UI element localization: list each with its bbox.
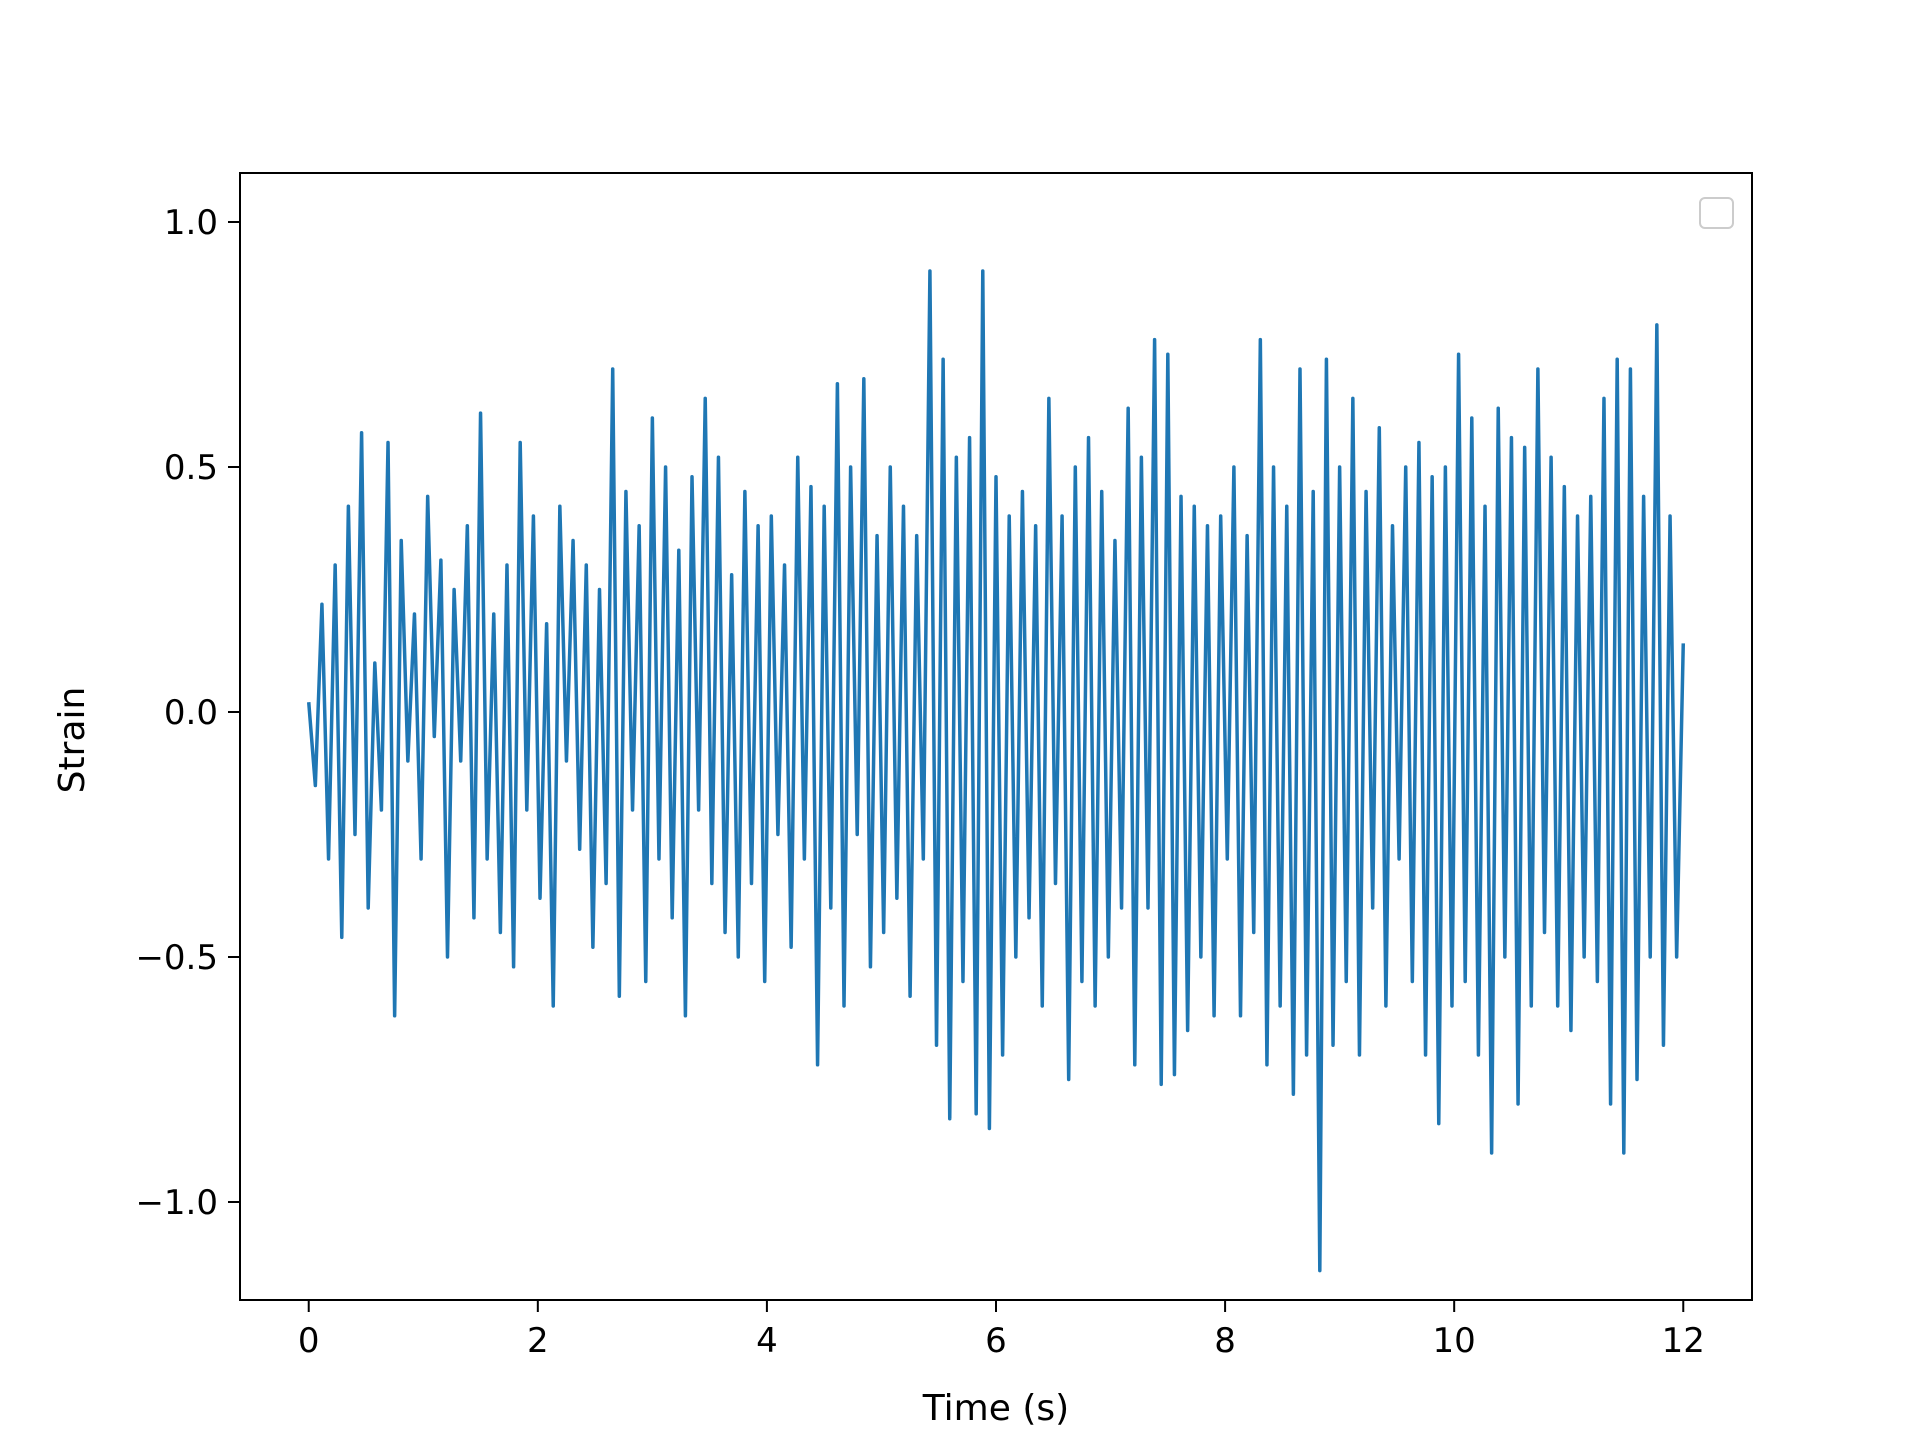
y-axis-ticks: −1.0 −0.5 0.0 0.5 1.0: [135, 203, 240, 1223]
y-tick-label: 0.0: [164, 693, 218, 733]
x-tick-label: 4: [756, 1321, 778, 1361]
y-axis-label: Strain: [52, 687, 93, 794]
x-tick-label: 8: [1214, 1321, 1236, 1361]
y-tick-label: 1.0: [164, 203, 218, 243]
y-tick-label: −1.0: [135, 1183, 218, 1223]
x-tick-label: 2: [527, 1321, 549, 1361]
series-layer: [306, 269, 1686, 1273]
series-line-0: [306, 269, 1686, 1273]
x-tick-label: 6: [985, 1321, 1007, 1361]
y-tick-label: −0.5: [135, 938, 218, 978]
x-axis-label: Time (s): [922, 1388, 1069, 1429]
y-tick-label: 0.5: [164, 448, 218, 488]
x-tick-label: 12: [1662, 1321, 1705, 1361]
legend-box: [1699, 197, 1734, 229]
x-axis-ticks: 0 2 4 6 8 10 12: [298, 1300, 1705, 1361]
x-tick-label: 0: [298, 1321, 320, 1361]
x-tick-label: 10: [1433, 1321, 1476, 1361]
plot-area: [240, 173, 1752, 1300]
